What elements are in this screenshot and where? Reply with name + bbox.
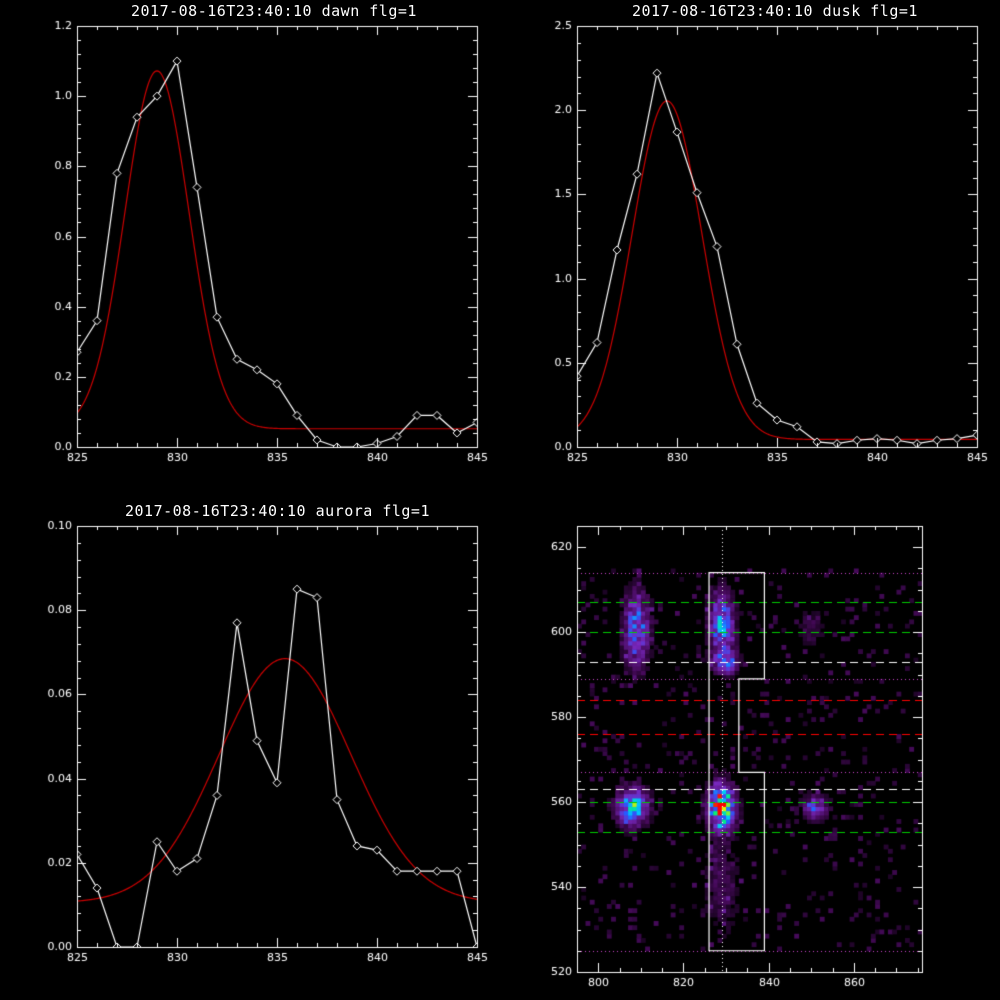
- dawn-panel-title: 2017-08-16T23:40:10 dawn flg=1: [131, 2, 417, 20]
- dusk-panel-title: 2017-08-16T23:40:10 dusk flg=1: [632, 2, 918, 20]
- aurora-panel-title: 2017-08-16T23:40:10 aurora flg=1: [125, 502, 430, 520]
